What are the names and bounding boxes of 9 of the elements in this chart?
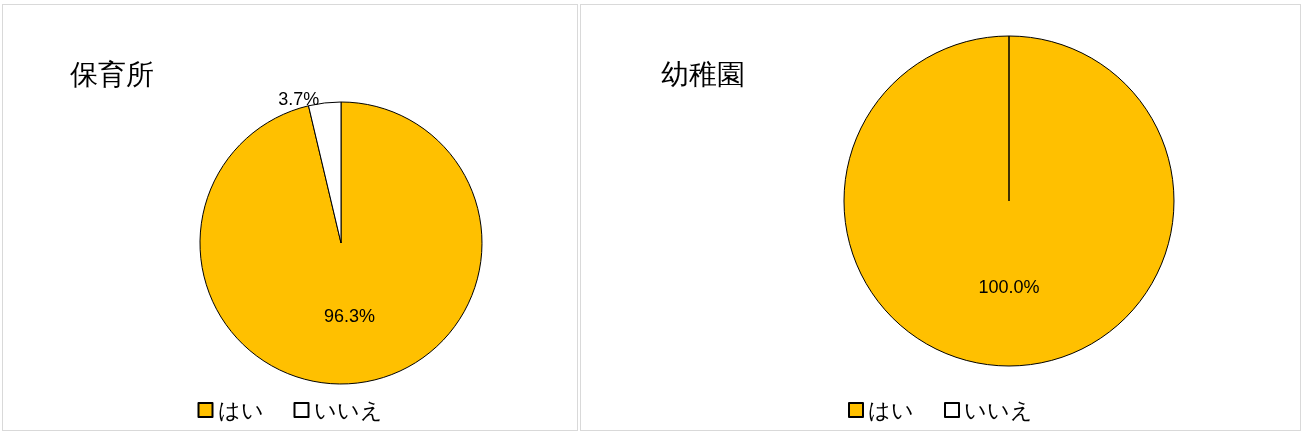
- legend-label: いいえ: [313, 397, 383, 423]
- legend-label: はい: [217, 397, 264, 423]
- data-label: 100.0%: [978, 276, 1040, 297]
- text: 幼稚園: [661, 58, 745, 90]
- legend-label: いいえ: [964, 397, 1033, 423]
- data-label: 96.3%: [324, 306, 376, 326]
- data-label: 3.7%: [278, 88, 320, 109]
- chart-title: 保育所: [70, 58, 154, 90]
- legend-label: はい: [868, 397, 914, 423]
